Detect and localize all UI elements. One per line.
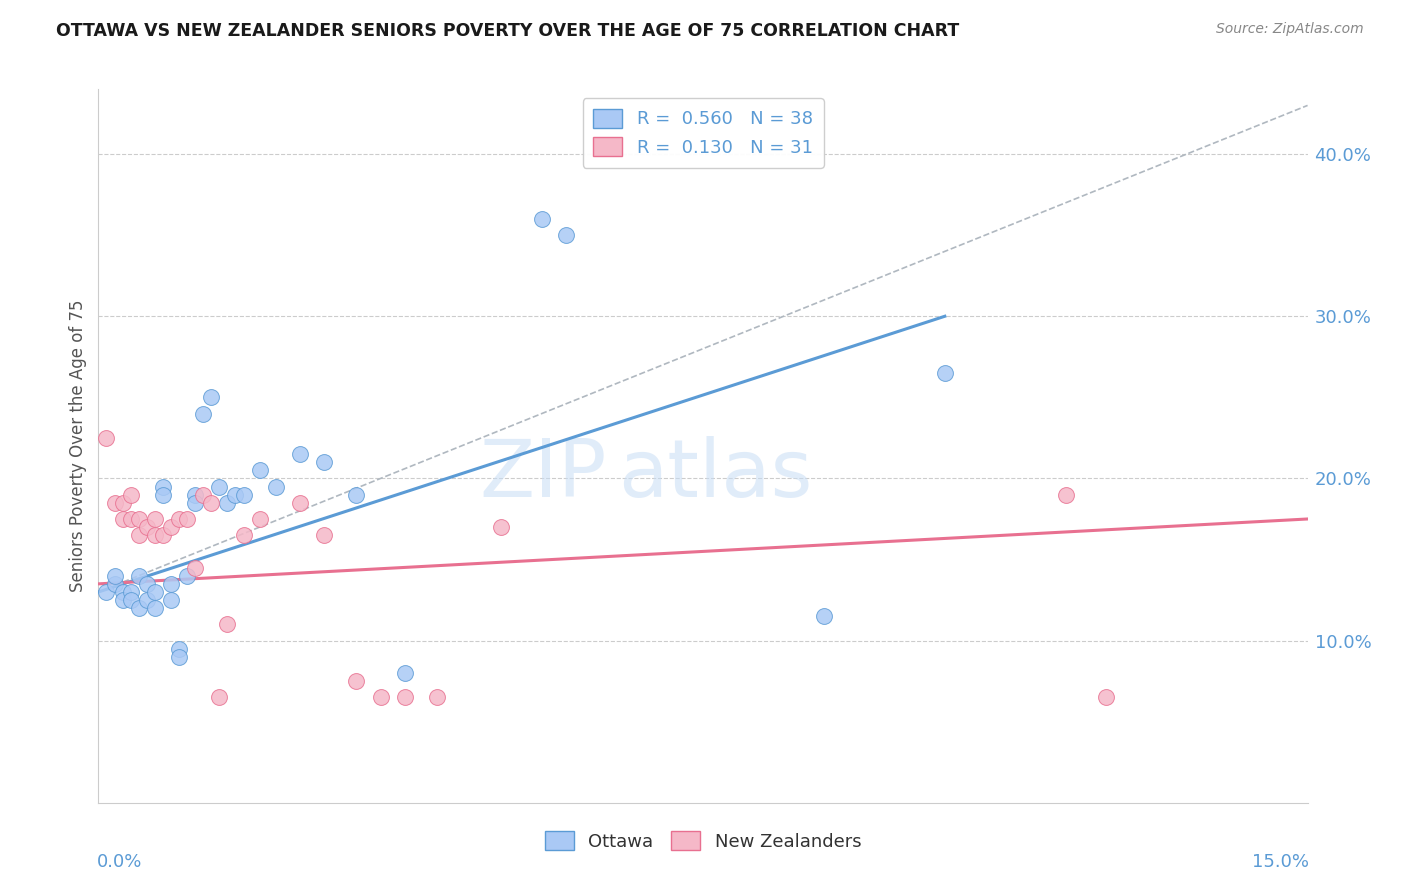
- Text: OTTAWA VS NEW ZEALANDER SENIORS POVERTY OVER THE AGE OF 75 CORRELATION CHART: OTTAWA VS NEW ZEALANDER SENIORS POVERTY …: [56, 22, 959, 40]
- Point: [167, 649, 190, 664]
- Point: [184, 488, 207, 502]
- Point: [426, 690, 449, 705]
- Point: [184, 560, 207, 574]
- Point: [128, 568, 150, 582]
- Point: [208, 690, 231, 705]
- Point: [128, 512, 150, 526]
- Point: [167, 641, 190, 656]
- Point: [167, 512, 190, 526]
- Point: [143, 528, 166, 542]
- Point: [111, 593, 134, 607]
- Point: [135, 577, 157, 591]
- Text: atlas: atlas: [619, 435, 813, 514]
- Point: [1054, 488, 1077, 502]
- Point: [934, 366, 956, 380]
- Point: [111, 496, 134, 510]
- Point: [344, 488, 367, 502]
- Point: [314, 455, 336, 469]
- Text: 15.0%: 15.0%: [1251, 853, 1309, 871]
- Point: [120, 488, 142, 502]
- Point: [111, 585, 134, 599]
- Point: [160, 577, 183, 591]
- Point: [200, 496, 222, 510]
- Point: [103, 577, 125, 591]
- Point: [143, 512, 166, 526]
- Text: ZIP: ZIP: [479, 435, 606, 514]
- Point: [152, 528, 174, 542]
- Point: [813, 609, 835, 624]
- Point: [208, 479, 231, 493]
- Point: [135, 520, 157, 534]
- Point: [143, 601, 166, 615]
- Point: [176, 568, 198, 582]
- Point: [491, 520, 513, 534]
- Point: [314, 528, 336, 542]
- Point: [120, 593, 142, 607]
- Point: [160, 593, 183, 607]
- Point: [217, 496, 239, 510]
- Point: [128, 601, 150, 615]
- Point: [288, 447, 311, 461]
- Point: [1095, 690, 1118, 705]
- Point: [96, 431, 118, 445]
- Point: [264, 479, 287, 493]
- Point: [394, 666, 416, 681]
- Legend: Ottawa, New Zealanders: Ottawa, New Zealanders: [537, 824, 869, 858]
- Point: [288, 496, 311, 510]
- Point: [249, 512, 271, 526]
- Point: [217, 617, 239, 632]
- Point: [120, 512, 142, 526]
- Point: [128, 528, 150, 542]
- Point: [160, 520, 183, 534]
- Point: [152, 488, 174, 502]
- Y-axis label: Seniors Poverty Over the Age of 75: Seniors Poverty Over the Age of 75: [69, 300, 87, 592]
- Point: [120, 585, 142, 599]
- Point: [143, 585, 166, 599]
- Point: [232, 488, 254, 502]
- Point: [193, 488, 215, 502]
- Point: [394, 690, 416, 705]
- Point: [135, 593, 157, 607]
- Point: [249, 463, 271, 477]
- Point: [232, 528, 254, 542]
- Point: [152, 479, 174, 493]
- Point: [530, 211, 553, 226]
- Point: [103, 568, 125, 582]
- Point: [200, 390, 222, 404]
- Point: [184, 496, 207, 510]
- Text: Source: ZipAtlas.com: Source: ZipAtlas.com: [1216, 22, 1364, 37]
- Point: [96, 585, 118, 599]
- Point: [555, 228, 578, 243]
- Point: [111, 512, 134, 526]
- Point: [370, 690, 392, 705]
- Point: [224, 488, 246, 502]
- Point: [103, 496, 125, 510]
- Text: 0.0%: 0.0%: [97, 853, 142, 871]
- Point: [344, 674, 367, 689]
- Point: [193, 407, 215, 421]
- Point: [176, 512, 198, 526]
